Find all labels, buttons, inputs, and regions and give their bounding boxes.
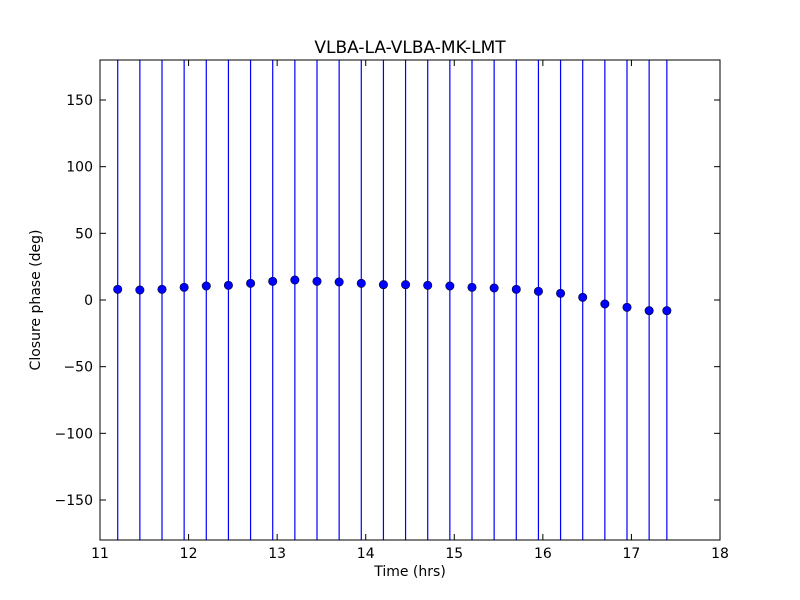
y-tick-label-1: −100: [55, 426, 93, 442]
data-point-3: [179, 282, 189, 292]
y-tick-label-4: 50: [75, 226, 93, 242]
data-point-17: [489, 283, 499, 293]
chart-title: VLBA-LA-VLBA-MK-LMT: [314, 38, 506, 58]
data-point-22: [600, 299, 610, 309]
x-tick-label-0: 11: [91, 546, 109, 562]
x-axis-ticks: 11 12 13 14 15 16 17 18: [91, 60, 729, 562]
data-point-18: [511, 284, 521, 294]
data-point-15: [445, 281, 455, 291]
y-tick-label-0: −150: [55, 493, 93, 509]
data-point-9: [312, 276, 322, 286]
y-tick-label-5: 100: [66, 160, 93, 176]
data-point-13: [401, 280, 411, 290]
data-point-6: [246, 278, 256, 288]
x-axis-title: Time (hrs): [373, 564, 446, 580]
data-point-0: [113, 284, 123, 294]
data-point-1: [135, 285, 145, 295]
data-point-21: [578, 292, 588, 302]
data-point-4: [201, 281, 211, 291]
x-tick-label-5: 16: [534, 546, 552, 562]
x-tick-label-3: 14: [357, 546, 375, 562]
data-point-20: [556, 288, 566, 298]
y-axis-ticks: −150 −100 −50 0 50 100 150: [55, 93, 720, 509]
y-tick-label-6: 150: [66, 93, 93, 109]
error-bars: [117, 60, 668, 540]
data-point-23: [622, 302, 632, 312]
data-point-2: [157, 284, 167, 294]
data-point-16: [467, 282, 477, 292]
data-point-25: [662, 306, 672, 316]
x-tick-label-4: 15: [445, 546, 463, 562]
data-point-12: [378, 280, 388, 290]
data-points: [113, 275, 672, 316]
x-tick-label-1: 12: [180, 546, 198, 562]
data-point-8: [290, 275, 300, 285]
y-tick-label-2: −50: [63, 360, 93, 376]
data-point-14: [423, 280, 433, 290]
data-point-24: [644, 306, 654, 316]
x-tick-label-6: 17: [623, 546, 641, 562]
x-tick-label-7: 18: [711, 546, 729, 562]
data-point-5: [223, 280, 233, 290]
y-axis-title: Closure phase (deg): [28, 230, 44, 371]
y-tick-label-3: 0: [84, 293, 93, 309]
x-tick-label-2: 13: [268, 546, 286, 562]
data-point-19: [533, 286, 543, 296]
data-point-7: [268, 276, 278, 286]
data-point-10: [334, 277, 344, 287]
data-point-11: [356, 278, 366, 288]
